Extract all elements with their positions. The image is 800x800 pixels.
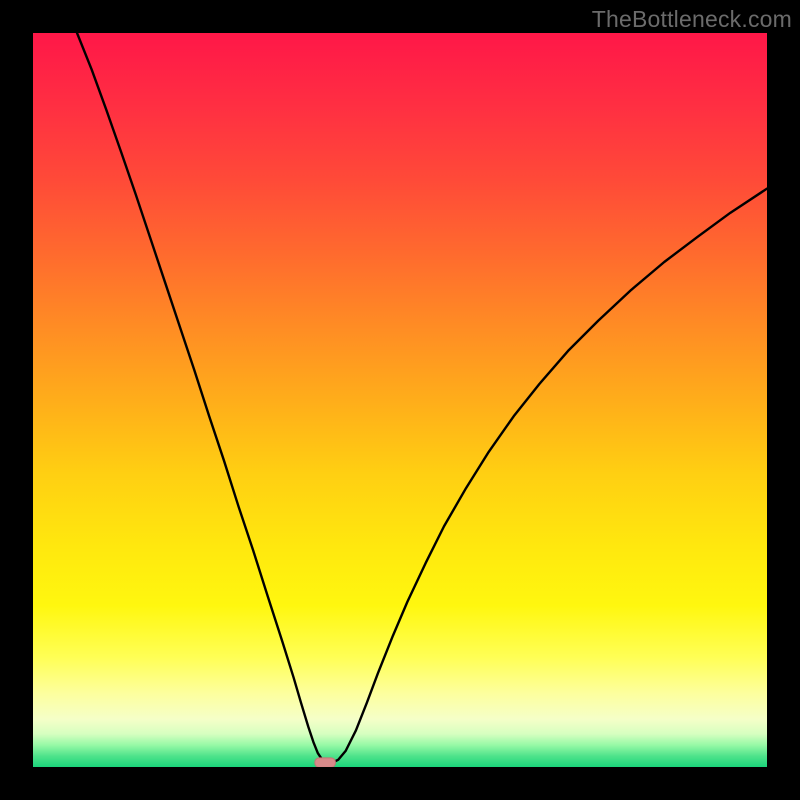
chart-plot-area <box>33 33 767 767</box>
optimal-point-marker <box>315 758 336 767</box>
watermark-text: TheBottleneck.com <box>592 6 792 33</box>
chart-background <box>33 33 767 767</box>
chart-svg <box>33 33 767 767</box>
